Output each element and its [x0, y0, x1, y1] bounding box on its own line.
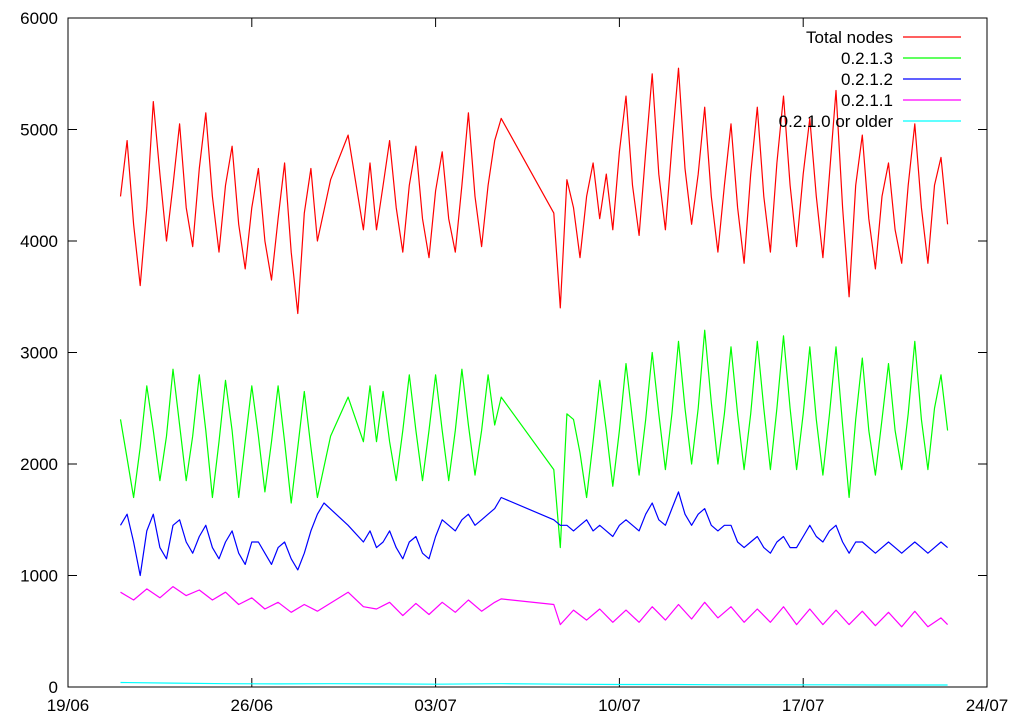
y-tick-label: 2000 [20, 455, 58, 474]
series-line-0-2-1-2 [119, 491, 948, 577]
x-tick-label: 10/07 [598, 696, 641, 715]
series-line-0-2-1-0-or-older [120, 681, 948, 686]
legend-label: 0.2.1.3 [841, 49, 893, 68]
chart-axes: 0 1000 2000 3000 4000 5000 6000 19/06 26/06 03/07… [20, 9, 1008, 715]
legend-label: 0.2.1.1 [841, 91, 893, 110]
y-tick-label: 0 [49, 678, 58, 697]
x-tick-label: 24/07 [966, 696, 1009, 715]
y-tick-label: 4000 [20, 232, 58, 251]
x-tick-label: 03/07 [414, 696, 457, 715]
y-tick-label: 5000 [20, 121, 58, 140]
x-tick-label: 26/06 [231, 696, 274, 715]
y-tick-label: 3000 [20, 344, 58, 363]
legend-label: 0.2.1.0 or older [779, 112, 894, 131]
series-line-0-2-1-3 [119, 329, 949, 549]
y-tick-label: 1000 [20, 567, 58, 586]
series-line-0-2-1-1 [120, 585, 949, 628]
series-line-total-nodes [119, 67, 949, 315]
y-tick-label: 6000 [20, 9, 58, 28]
legend-label: Total nodes [806, 28, 893, 47]
x-tick-label: 19/06 [47, 696, 90, 715]
x-tick-label: 17/07 [782, 696, 825, 715]
plot-area [119, 67, 949, 686]
legend: Total nodes 0.2.1.3 0.2.1.2 0.2.1.1 0.2.1.0 … [779, 28, 961, 131]
legend-label: 0.2.1.2 [841, 70, 893, 89]
